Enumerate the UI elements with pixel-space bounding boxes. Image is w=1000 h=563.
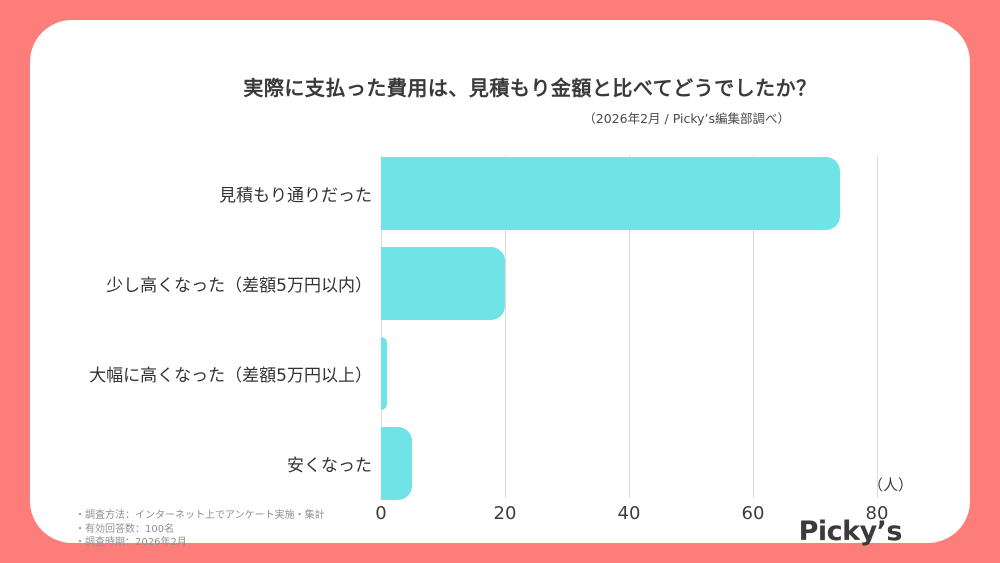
chart-card: 実際に支払った費用は、見積もり金額と比べてどうでしたか？ （2026年2月 / …: [30, 20, 970, 548]
pickys-logo: Picky’s: [798, 516, 903, 547]
gridline-x-20: [505, 155, 506, 498]
bar-0: [381, 157, 840, 230]
x-tick-label-20: 20: [493, 503, 517, 524]
survey-note-line: ・調査方法：インターネット上でアンケート実施・集計: [75, 510, 325, 521]
bar-3: [381, 427, 412, 500]
category-label: 少し高くなった（差額5万円以内）: [106, 276, 372, 296]
gridline-x-0: [381, 155, 382, 498]
survey-notes: ・調査方法：インターネット上でアンケート実施・集計 ・有効回答数：100名 ・調…: [75, 509, 325, 550]
gridline-x-80: [877, 155, 878, 498]
gridline-x-40: [629, 155, 630, 498]
x-axis-unit-label: （人）: [867, 476, 913, 494]
survey-note-line: ・調査時期：2026年2月: [75, 537, 187, 548]
bar-2: [381, 337, 388, 410]
chart-subtitle: （2026年2月 / Picky’s編集部調べ）: [583, 111, 790, 126]
chart-title: 実際に支払った費用は、見積もり金額と比べてどうでしたか？: [243, 76, 817, 100]
survey-note-line: ・有効回答数：100名: [75, 523, 175, 535]
x-tick-label-40: 40: [617, 503, 641, 524]
category-label: 安くなった: [287, 456, 372, 476]
x-tick-label-0: 0: [375, 503, 387, 524]
gridline-x-60: [753, 155, 754, 498]
bar-1: [381, 247, 505, 320]
category-label: 見積もり通りだった: [219, 186, 372, 206]
x-tick-label-80: 80: [865, 503, 889, 524]
category-label: 大幅に高くなった（差額5万円以上）: [89, 366, 372, 386]
x-tick-label-60: 60: [741, 503, 765, 524]
